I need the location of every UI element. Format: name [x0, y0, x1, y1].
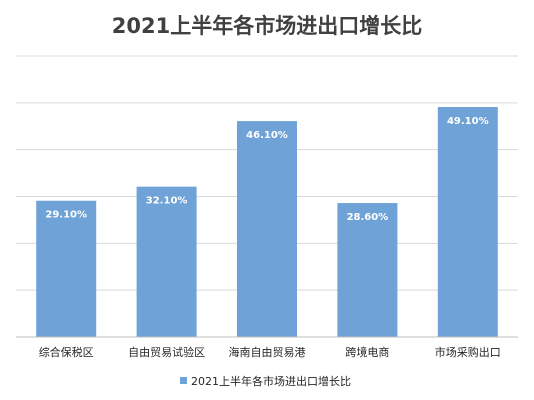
bar: [237, 121, 297, 338]
data-label: 49.10%: [447, 116, 489, 127]
data-labels: 29.10% 32.10% 46.10% 28.60% 49.10%: [45, 116, 488, 223]
legend-label: 2021上半年各市场进出口增长比: [191, 374, 351, 388]
legend: 2021上半年各市场进出口增长比: [180, 374, 351, 388]
x-tick-label: 市场采购出口: [435, 345, 501, 359]
bar: [437, 107, 498, 337]
bars: [36, 107, 498, 338]
x-tick-label: 海南自由贸易港: [229, 345, 306, 359]
data-label: 28.60%: [347, 212, 389, 223]
data-label: 29.10%: [45, 210, 87, 221]
bar: [337, 203, 398, 337]
data-label: 32.10%: [146, 196, 188, 207]
x-tick-label: 综合保税区: [39, 345, 94, 359]
chart-title: 2021上半年各市场进出口增长比: [112, 14, 422, 38]
x-tick-label: 跨境电商: [345, 345, 389, 359]
x-tick-label: 自由贸易试验区: [128, 345, 205, 359]
bar: [136, 186, 197, 337]
bar: [36, 200, 97, 337]
legend-swatch: [180, 377, 187, 384]
x-axis-tick-labels: 综合保税区 自由贸易试验区 海南自由贸易港 跨境电商 市场采购出口: [39, 345, 501, 359]
data-label: 46.10%: [246, 130, 288, 141]
